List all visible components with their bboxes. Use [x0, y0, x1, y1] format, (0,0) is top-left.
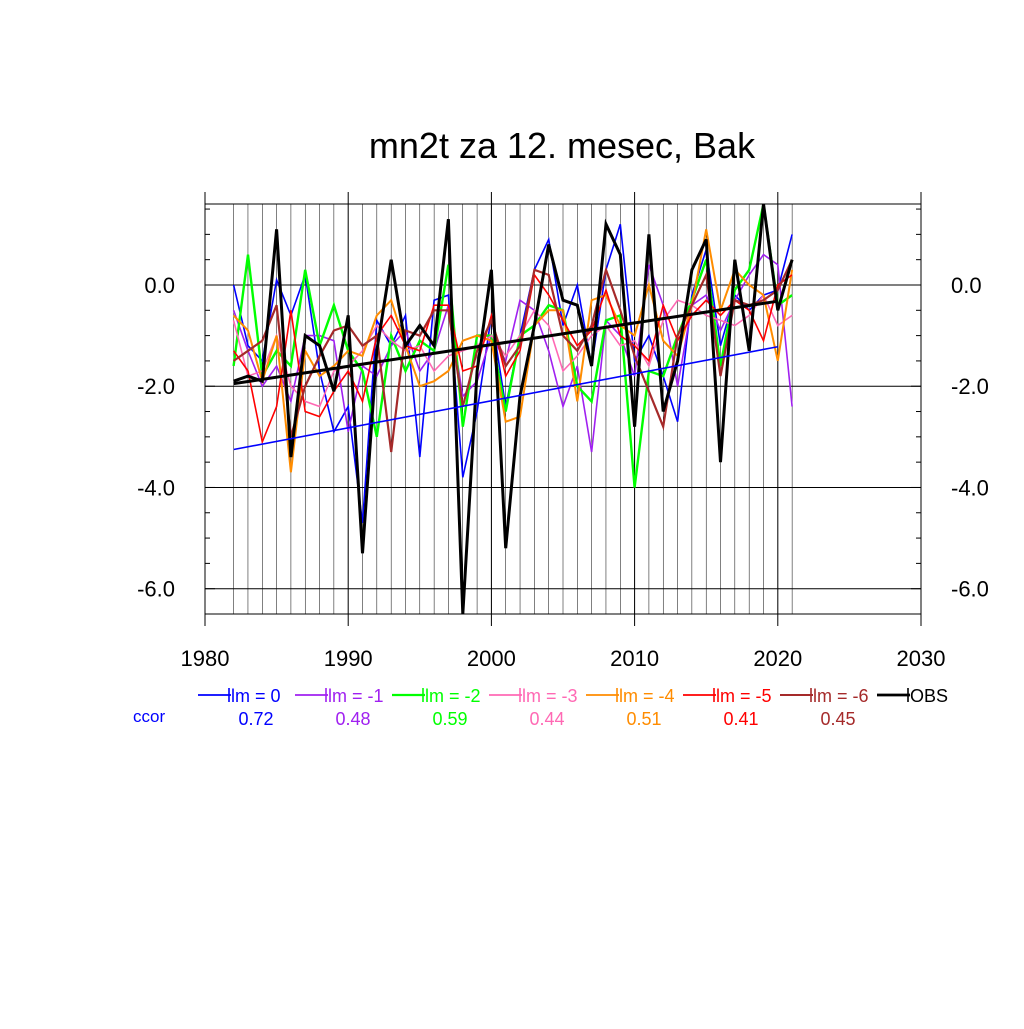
x-tick-label: 1990: [324, 646, 373, 671]
y-tick-label-left: 0.0: [144, 273, 175, 298]
series-line-1: [232, 253, 793, 453]
y-tick-label-right: 0.0: [951, 273, 982, 298]
axes: 1980 1990 2000 2010 2020 2030 0.0 0.0 -2.0 -2.0 -4…: [137, 203, 989, 671]
legend-ccor-value: 0.44: [529, 709, 564, 729]
chart-title: mn2t za 12. mesec, Bak: [369, 125, 756, 166]
ccor-label: ccor: [133, 707, 165, 726]
y-tick-label-right: -6.0: [951, 577, 989, 602]
y-tick-label-left: -4.0: [137, 475, 175, 500]
y-tick-label-right: -4.0: [951, 475, 989, 500]
legend-ccor-value: 0.48: [335, 709, 370, 729]
series-line-5: [232, 272, 793, 445]
legend: lm = 0 0.72 lm = -1 0.48 lm = -2 0.59 lm = -3 0…: [133, 686, 948, 729]
trend-line-1: [233, 299, 779, 386]
x-tick-label: 2010: [610, 646, 659, 671]
trend-line-0: [233, 345, 778, 451]
legend-ccor-value: 0.72: [238, 709, 273, 729]
legend-label: lm = -5: [716, 686, 772, 706]
series-line-2: [232, 203, 793, 488]
y-tick-label-right: -2.0: [951, 374, 989, 399]
legend-label: lm = -2: [425, 686, 481, 706]
x-tick-label: 2030: [897, 646, 946, 671]
plot-frame: [204, 203, 922, 615]
y-tick-label-left: -6.0: [137, 577, 175, 602]
legend-label: lm = -4: [619, 686, 675, 706]
x-tick-label: 1980: [181, 646, 230, 671]
trend-lines: [233, 299, 779, 451]
legend-ccor-value: 0.51: [626, 709, 661, 729]
legend-ccor-value: 0.45: [820, 709, 855, 729]
legend-label: lm = -6: [813, 686, 869, 706]
legend-label: lm = -1: [328, 686, 384, 706]
x-tick-label: 2020: [753, 646, 802, 671]
x-tick-label: 2000: [467, 646, 516, 671]
legend-ccor-value: 0.59: [432, 709, 467, 729]
y-tick-label-left: -2.0: [137, 374, 175, 399]
series-line-3: [232, 293, 793, 408]
legend-label: lm = -3: [522, 686, 578, 706]
legend-label: lm = 0: [231, 686, 281, 706]
legend-ccor-value: 0.41: [723, 709, 758, 729]
legend-label: OBS: [910, 686, 948, 706]
series-line-6: [232, 259, 794, 453]
